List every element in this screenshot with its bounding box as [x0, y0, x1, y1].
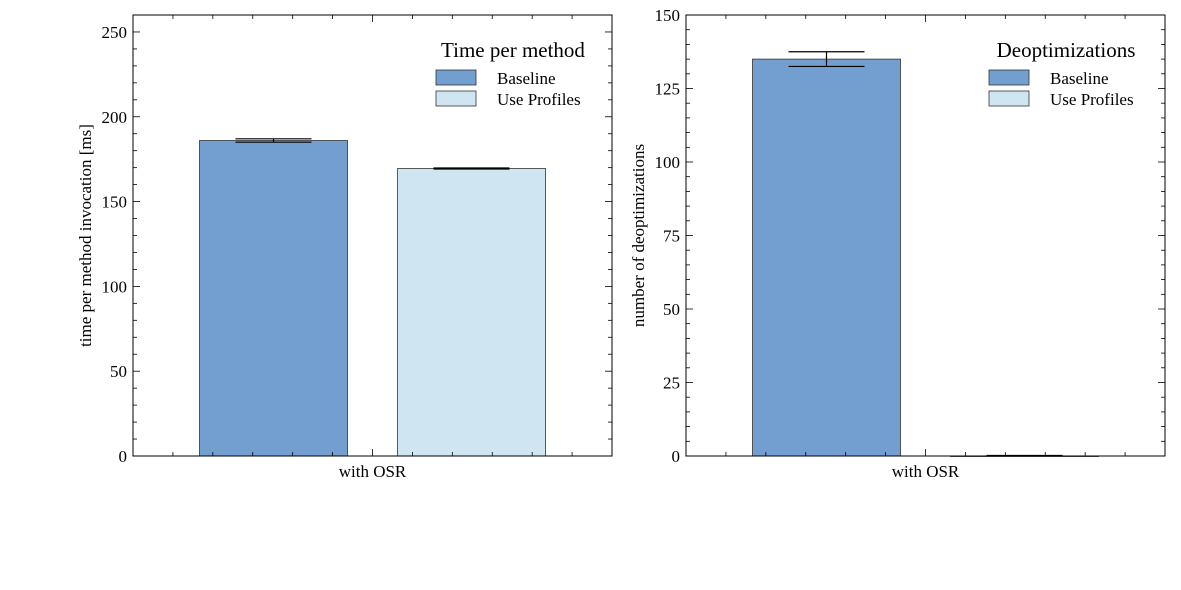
y-tick-label: 100: [102, 277, 128, 296]
bar-use-profiles: [397, 168, 546, 457]
x-category-label: with OSR: [892, 462, 960, 481]
legend-swatch: [435, 90, 477, 107]
legend-label: Use Profiles: [1050, 90, 1134, 109]
y-tick-label: 200: [102, 108, 128, 127]
y-tick-label: 25: [663, 374, 680, 393]
x-category-label: with OSR: [339, 462, 407, 481]
y-tick-label: 125: [655, 80, 681, 99]
time-per-method-chart: 0 50 100 150 200 250 with OSR time per method i…: [76, 14, 613, 481]
legend-label: Use Profiles: [497, 90, 581, 109]
legend-title: Deoptimizations: [997, 38, 1136, 62]
bar-baseline: [752, 58, 901, 457]
legend-title: Time per method: [441, 38, 585, 62]
y-tick-label: 100: [655, 153, 681, 172]
y-tick-label: 150: [655, 6, 681, 25]
y-tick-label: 0: [672, 447, 681, 466]
bar-baseline: [199, 140, 348, 457]
legend-label: Baseline: [497, 69, 556, 88]
legend-label: Baseline: [1050, 69, 1109, 88]
y-tick-label: 0: [119, 447, 128, 466]
legend-swatch: [435, 69, 477, 86]
y-tick-label: 50: [110, 362, 127, 381]
y-axis-label: time per method invocation [ms]: [76, 124, 95, 347]
y-tick-label: 75: [663, 227, 680, 246]
deoptimizations-chart: 0 25 50 75 100 125 150 with OSR number of deopti…: [629, 6, 1166, 481]
y-tick-label: 50: [663, 300, 680, 319]
y-axis-label: number of deoptimizations: [629, 144, 648, 327]
legend-swatch: [988, 69, 1030, 86]
legend-swatch: [988, 90, 1030, 107]
y-tick-label: 250: [102, 23, 128, 42]
y-tick-label: 150: [102, 193, 128, 212]
